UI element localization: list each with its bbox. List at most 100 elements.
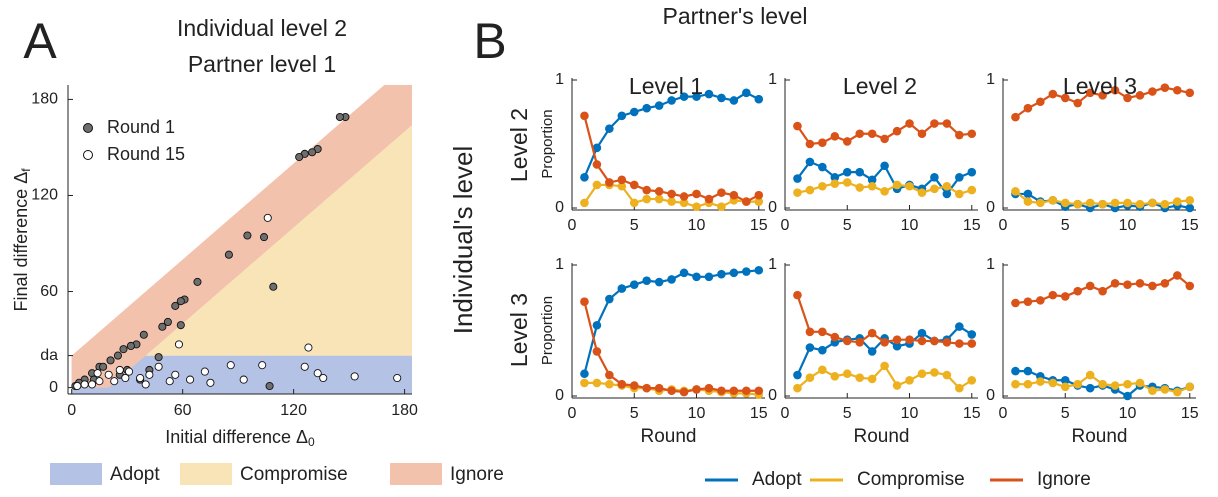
y-tick-label: 0 <box>555 387 564 404</box>
legend-swatch <box>390 463 442 485</box>
y-tick-label: 180 <box>31 91 58 108</box>
point <box>1185 88 1195 98</box>
row-title: Level 2 <box>506 108 532 182</box>
point <box>818 365 827 375</box>
point <box>679 192 689 201</box>
y-tick-label: 60 <box>40 283 58 300</box>
y-tick-label: 1 <box>768 256 777 273</box>
point <box>892 381 902 390</box>
point <box>1160 385 1170 394</box>
point <box>867 129 877 139</box>
point <box>263 213 272 222</box>
point <box>93 369 102 378</box>
point <box>617 379 627 389</box>
point <box>717 93 726 103</box>
point <box>892 341 902 351</box>
x-tick-label: 0 <box>781 217 790 234</box>
point <box>1060 382 1070 392</box>
point <box>1048 196 1058 205</box>
point <box>754 265 764 275</box>
point <box>224 250 233 259</box>
point <box>942 181 952 191</box>
point <box>855 167 865 177</box>
point <box>955 130 964 140</box>
point <box>154 353 163 362</box>
point <box>592 160 602 169</box>
point <box>867 374 877 384</box>
x-axis-label-sub: 0 <box>308 435 315 449</box>
point <box>742 267 751 276</box>
point <box>1060 93 1070 103</box>
point <box>1110 381 1120 390</box>
point <box>617 284 627 293</box>
point <box>629 107 639 117</box>
point <box>692 92 701 101</box>
point <box>842 178 852 187</box>
point <box>592 143 602 153</box>
column-title: Level 3 <box>1063 73 1137 99</box>
point <box>955 189 964 199</box>
point <box>1185 281 1195 291</box>
point <box>642 383 652 393</box>
point <box>805 185 815 195</box>
point <box>145 370 154 379</box>
x-tick-label: 60 <box>174 402 192 419</box>
point <box>300 362 309 371</box>
point <box>717 269 726 279</box>
point <box>1185 196 1195 205</box>
panel-label: A <box>23 13 57 69</box>
x-tick-label: 10 <box>688 217 706 234</box>
point <box>742 197 751 206</box>
point <box>73 381 82 391</box>
point <box>967 167 977 177</box>
x-axis-label-text: Initial difference Δ <box>165 427 308 447</box>
point <box>243 231 252 240</box>
point <box>580 369 589 379</box>
point <box>805 343 815 352</box>
point <box>754 190 764 200</box>
point <box>692 272 701 282</box>
legend-label: Compromise <box>240 464 348 485</box>
point <box>580 198 589 208</box>
point <box>1135 279 1145 288</box>
point <box>942 337 952 347</box>
point <box>1098 199 1107 209</box>
point <box>717 202 726 212</box>
point <box>818 162 827 172</box>
point <box>1073 286 1083 296</box>
point <box>942 119 952 128</box>
point <box>842 369 852 379</box>
point <box>729 190 739 200</box>
point <box>892 180 902 190</box>
point <box>580 172 589 182</box>
point <box>1148 87 1157 96</box>
point <box>629 198 639 208</box>
point <box>930 184 939 194</box>
legend-marker <box>83 123 93 133</box>
point <box>880 361 889 371</box>
point <box>805 373 815 382</box>
point <box>1148 198 1157 208</box>
point <box>917 188 927 197</box>
y-tick-label: 0 <box>986 387 995 404</box>
y-tick-label: 0 <box>986 199 995 216</box>
x-tick-label: 0 <box>781 405 790 422</box>
point <box>95 377 104 386</box>
point <box>1085 383 1095 393</box>
point <box>729 268 739 278</box>
point <box>818 345 827 355</box>
point <box>793 188 802 197</box>
point <box>654 194 664 204</box>
x-tick-label: 5 <box>630 217 639 234</box>
point <box>1135 378 1145 388</box>
legend-label: Adopt <box>752 469 802 490</box>
point <box>805 157 815 167</box>
column-title: Level 1 <box>629 73 703 99</box>
point <box>942 189 952 199</box>
y-axis-label-sub: f <box>19 168 33 172</box>
x-tick-label: 15 <box>963 405 981 422</box>
x-tick-label: 180 <box>391 402 418 419</box>
point <box>1060 292 1070 301</box>
legend-label: Ignore <box>1037 469 1091 490</box>
